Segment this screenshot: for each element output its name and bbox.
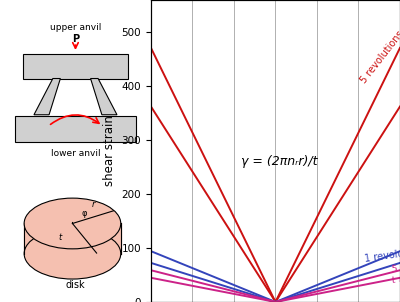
Text: γ = (2πnᵣr)/t: γ = (2πnᵣr)/t bbox=[241, 155, 318, 168]
Text: 5 revolutions,
t = 8 mm: 5 revolutions, t = 8 mm bbox=[391, 261, 400, 285]
Text: P: P bbox=[72, 34, 79, 44]
Polygon shape bbox=[90, 79, 117, 115]
Polygon shape bbox=[34, 79, 60, 115]
Text: 5 revolutions: 5 revolutions bbox=[358, 28, 400, 85]
Ellipse shape bbox=[24, 198, 121, 249]
FancyBboxPatch shape bbox=[15, 116, 136, 142]
Text: φ: φ bbox=[82, 209, 87, 218]
Y-axis label: shear strain: shear strain bbox=[103, 116, 116, 186]
Ellipse shape bbox=[24, 228, 121, 279]
FancyBboxPatch shape bbox=[23, 54, 128, 79]
Text: disk: disk bbox=[66, 280, 85, 290]
Text: 1 revolution: 1 revolution bbox=[364, 246, 400, 264]
Text: r: r bbox=[92, 200, 96, 209]
Text: upper anvil: upper anvil bbox=[50, 23, 101, 32]
Text: lower anvil: lower anvil bbox=[51, 149, 100, 159]
Text: t: t bbox=[59, 233, 62, 242]
